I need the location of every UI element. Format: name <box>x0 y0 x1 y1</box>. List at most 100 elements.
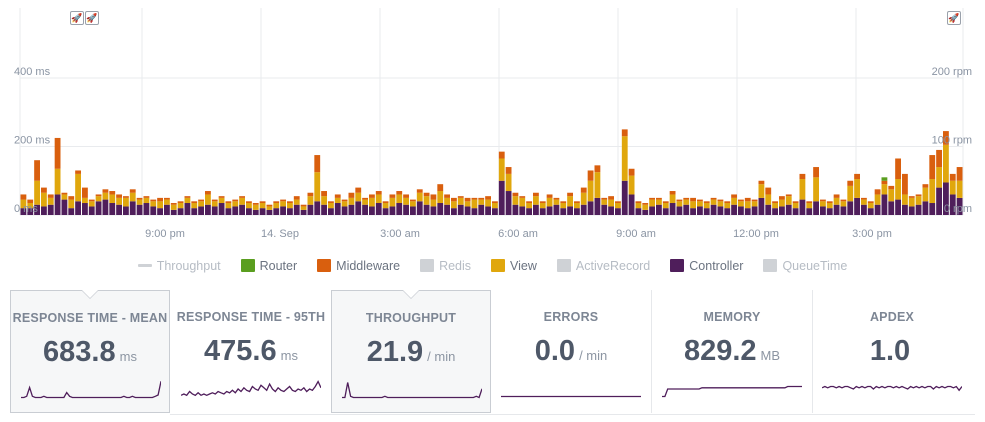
metric-value: 1.0 <box>869 335 911 367</box>
bar-segment-view <box>198 201 204 207</box>
bar-segment-controller <box>191 208 198 215</box>
bar-segment-view <box>553 199 560 205</box>
bar-segment-view <box>683 199 690 205</box>
bar-segment-controller <box>656 204 662 215</box>
bar-segment-view <box>806 203 813 209</box>
y-axis-label-right: 0 rpm <box>944 203 972 215</box>
bar-segment-view <box>656 199 662 205</box>
bar-segment-controller <box>403 204 409 215</box>
x-axis-label: 6:00 am <box>498 228 538 240</box>
bar-segment-middleware <box>389 194 396 198</box>
bar-segment-view <box>690 201 696 209</box>
metric-tile-response-mean[interactable]: RESPONSE TIME - MEAN 683.8 ms <box>10 290 170 413</box>
bar-segment-controller <box>232 206 239 215</box>
bar-segment-view <box>82 197 88 204</box>
legend-item-throughput[interactable]: Throughput <box>137 259 221 273</box>
bar-segment-view <box>252 204 259 210</box>
bar-segment-controller <box>362 204 368 215</box>
bar-segment-controller <box>574 208 580 215</box>
legend-item-queuetime[interactable]: QueueTime <box>763 258 848 273</box>
bar-segment-middleware <box>574 201 580 204</box>
bar-segment-middleware <box>908 196 915 198</box>
bar-segment-controller <box>20 208 27 215</box>
legend-item-redis[interactable]: Redis <box>420 258 472 273</box>
metric-tile-apdex[interactable]: APDEX 1.0 <box>812 290 972 413</box>
bar-segment-middleware <box>690 197 696 202</box>
bar-segment-middleware <box>362 197 368 200</box>
bar-segment-controller <box>847 201 854 215</box>
bar-segment-view <box>280 201 286 207</box>
bar-segment-view <box>164 199 170 205</box>
bar-segment-controller <box>75 201 81 215</box>
bar-segment-view <box>478 199 485 205</box>
legend-swatch <box>240 258 255 272</box>
bar-segment-view <box>628 175 635 195</box>
bar-segment-controller <box>710 204 717 215</box>
bar-segment-view <box>505 173 512 192</box>
bar-segment-view <box>27 203 34 209</box>
bar-segment-controller <box>683 204 690 215</box>
metric-tile-response-95th[interactable]: RESPONSE TIME - 95TH 475.6 ms <box>171 290 332 413</box>
bar-segment-view <box>929 179 936 204</box>
bar-segment-controller <box>854 197 860 216</box>
bar-segment-view <box>123 197 129 207</box>
y-axis-label-left: 400 ms <box>14 66 51 78</box>
bar-segment-controller <box>136 204 143 215</box>
bar-segment-controller <box>423 204 430 215</box>
bar-segment-controller <box>41 206 47 215</box>
bar-segment-middleware <box>61 192 68 195</box>
rocket-icon[interactable]: 🚀 <box>70 11 84 25</box>
bar-segment-middleware <box>956 167 963 181</box>
bar-segment-view <box>287 203 293 209</box>
metric-tile-throughput[interactable]: THROUGHPUT 21.9/ min <box>331 290 491 413</box>
bar-segment-middleware <box>423 192 430 197</box>
bar-segment-view <box>88 201 95 207</box>
bar-segment-view <box>150 201 157 207</box>
bar-segment-middleware <box>416 189 423 193</box>
legend-item-controller[interactable]: Controller <box>670 258 743 273</box>
bar-segment-middleware <box>656 197 662 200</box>
bar-segment-view <box>635 203 642 209</box>
metric-tiles: RESPONSE TIME - MEAN 683.8 ms RESPONSE TI… <box>0 290 985 415</box>
bar-segment-middleware <box>150 199 157 202</box>
bar-segment-view <box>779 199 785 207</box>
bar-segment-middleware <box>403 194 409 198</box>
bar-segment-controller <box>498 180 505 215</box>
response-time-chart[interactable]: 0 ms 200 ms 400 ms 0 rpm 100 rpm 200 rpm 9:0… <box>0 0 985 250</box>
bar-segment-controller <box>328 208 334 215</box>
bar-segment-view <box>341 201 348 207</box>
legend-item-middleware[interactable]: Middleware <box>317 258 400 273</box>
x-axis-label: 9:00 am <box>616 228 656 240</box>
tile-divider <box>812 290 813 413</box>
bar-segment-controller <box>451 208 457 215</box>
bar-segment-view <box>95 196 102 202</box>
bar-segment-view <box>375 194 382 204</box>
metric-unit: / min <box>427 349 456 364</box>
sparkline-path <box>21 381 161 399</box>
bar-segment-view <box>416 192 423 202</box>
bar-segment-view <box>826 203 833 209</box>
bar-segment-middleware <box>266 204 273 207</box>
legend-item-activerecord[interactable]: ActiveRecord <box>556 258 650 273</box>
bar-segment-middleware <box>710 197 717 200</box>
bar-segment-middleware <box>252 203 259 205</box>
bar-segment-middleware <box>396 191 403 195</box>
bar-segment-controller <box>116 204 122 215</box>
bar-segment-controller <box>567 206 573 215</box>
bar-segment-middleware <box>54 137 61 169</box>
bar-segment-middleware <box>642 203 649 205</box>
metric-tile-errors[interactable]: ERRORS 0.0/ min <box>491 290 652 413</box>
bar-segment-middleware <box>895 158 901 180</box>
legend-label: Redis <box>439 258 472 273</box>
bar-segment-view <box>751 201 758 207</box>
legend-label: QueueTime <box>782 258 848 273</box>
rocket-icon[interactable]: 🚀 <box>947 11 961 25</box>
legend-item-view[interactable]: View <box>491 258 537 273</box>
legend-item-router[interactable]: Router <box>240 258 297 273</box>
rocket-icon[interactable]: 🚀 <box>85 11 99 25</box>
bar-segment-view <box>874 194 881 205</box>
bar-segment-middleware <box>546 194 553 198</box>
bar-segment-controller <box>833 204 840 215</box>
bar-segment-controller <box>806 208 813 215</box>
metric-tile-memory[interactable]: MEMORY 829.2 MB <box>652 290 813 413</box>
